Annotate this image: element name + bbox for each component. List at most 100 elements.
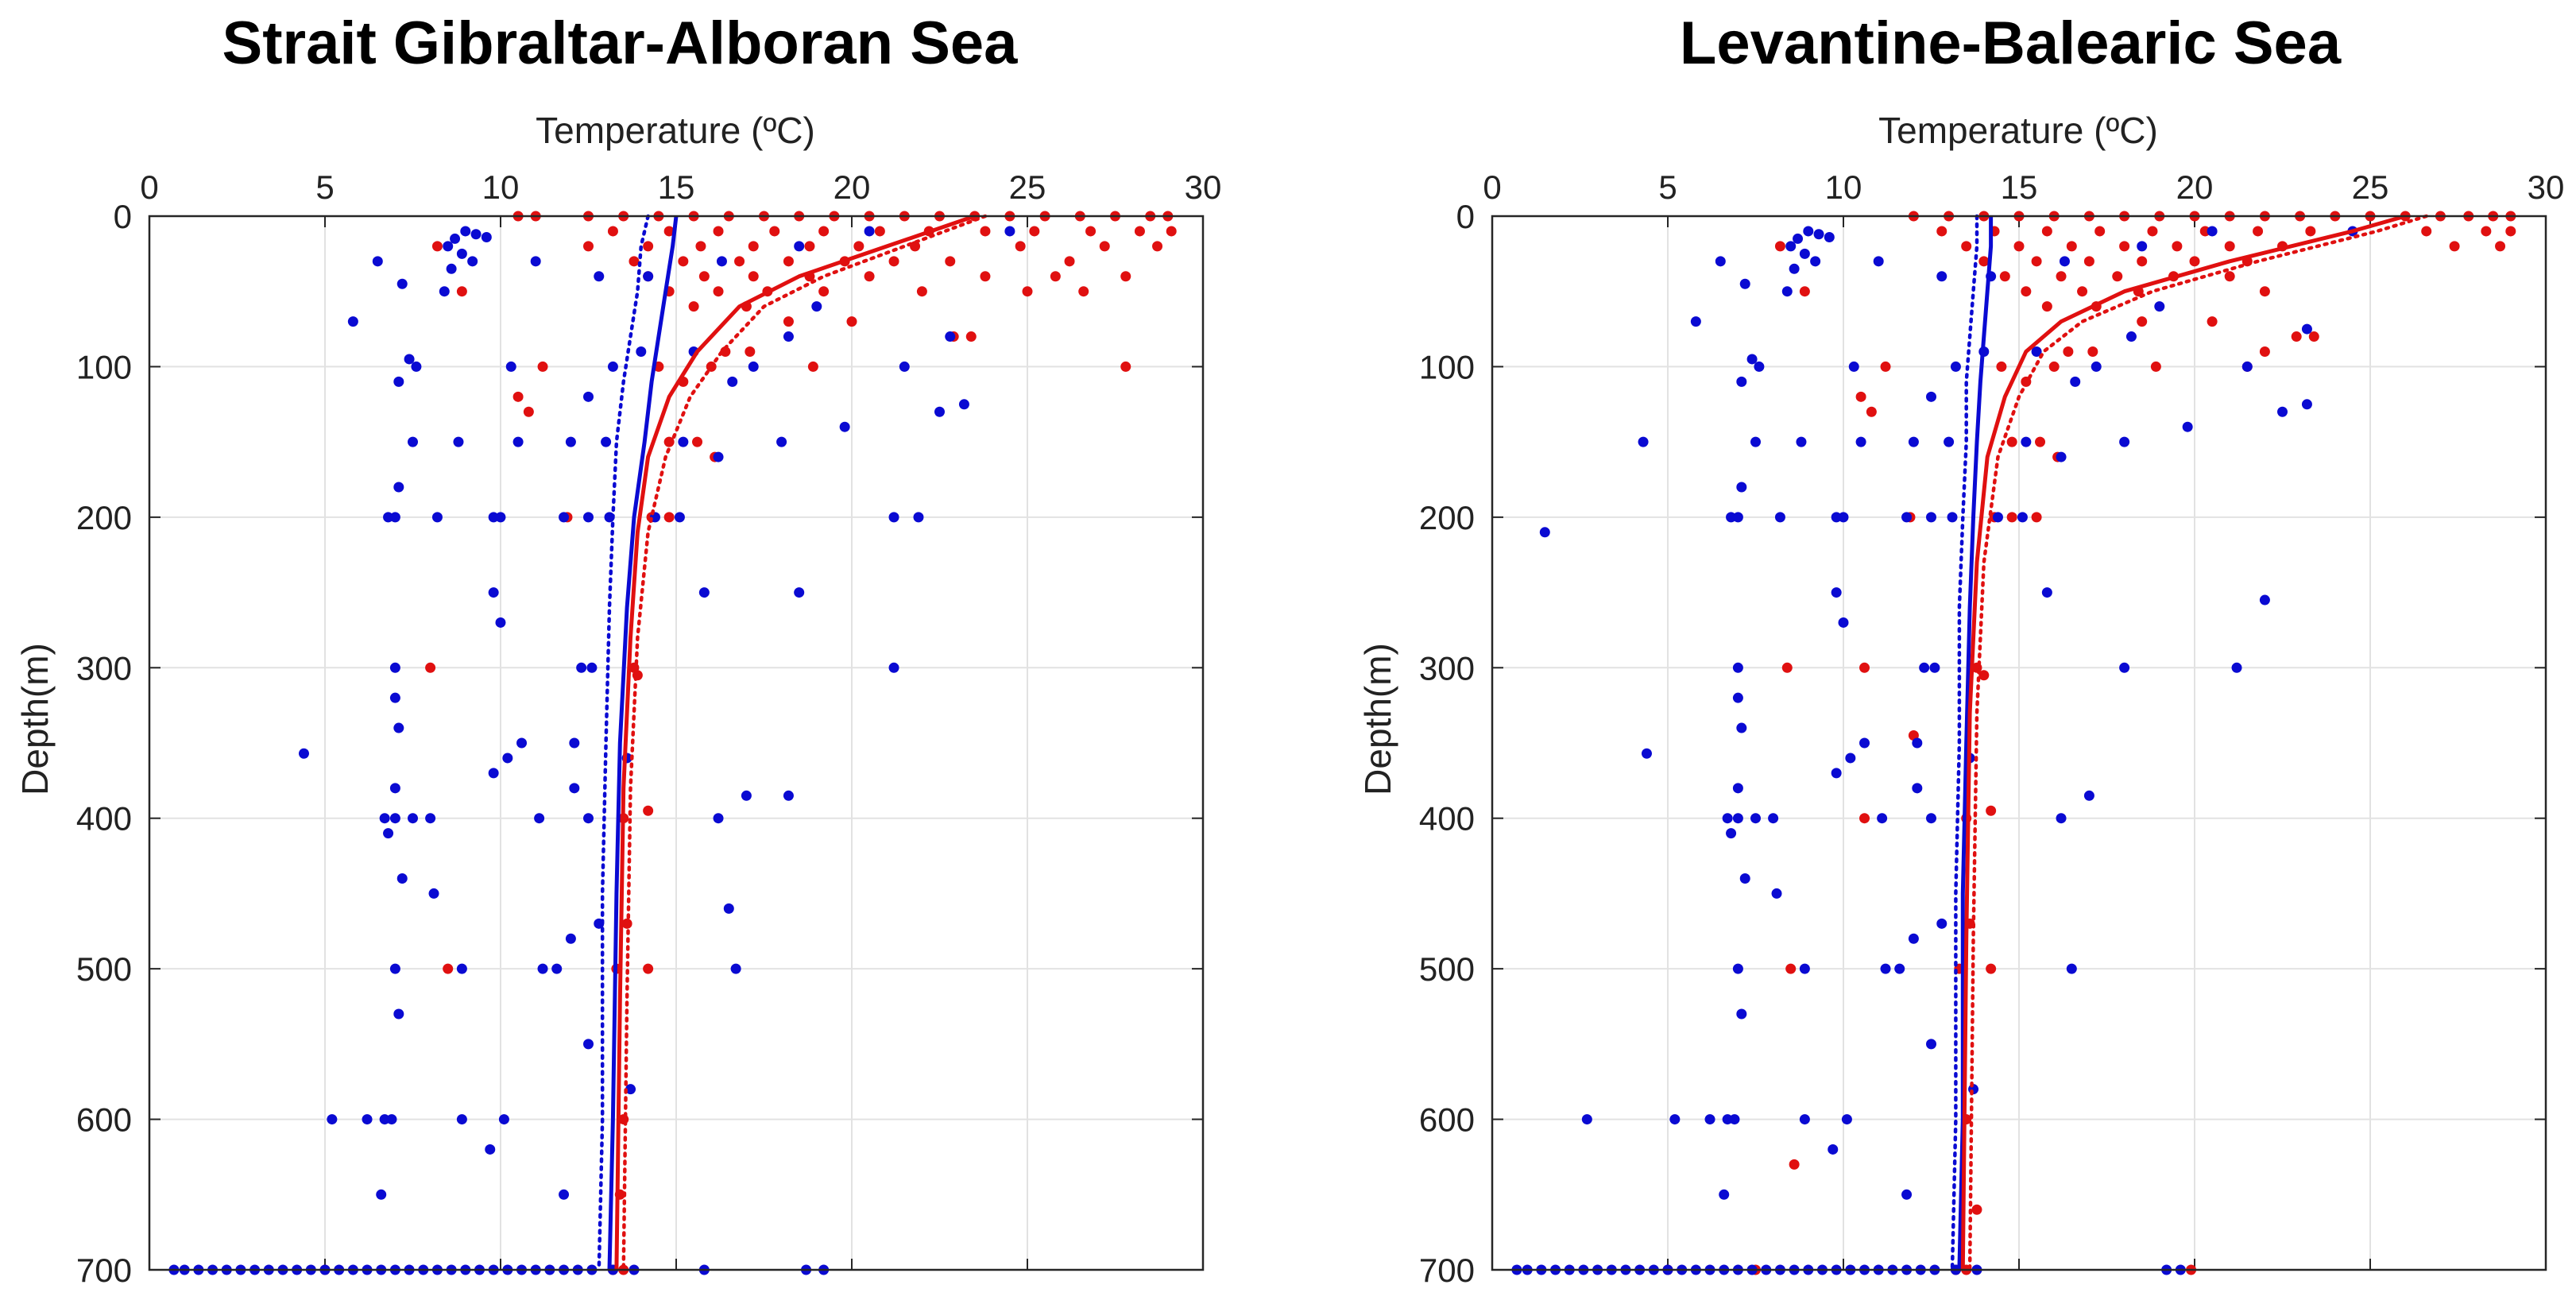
blue-data-point xyxy=(565,933,576,944)
blue-data-point xyxy=(2021,436,2032,447)
blue-data-point xyxy=(389,963,400,974)
blue-mean-line xyxy=(1957,216,1994,1271)
blue-data-point xyxy=(1732,783,1743,794)
red-data-point xyxy=(2481,226,2492,237)
y-tick-label: 600 xyxy=(1419,1101,1475,1139)
red-data-point xyxy=(748,271,759,282)
red-data-point xyxy=(663,226,675,237)
blue-data-point xyxy=(456,248,467,259)
red-data-point xyxy=(443,963,454,974)
blue-data-point xyxy=(1926,1039,1936,1050)
blue-data-point xyxy=(576,662,587,673)
blue-data-point xyxy=(794,241,805,252)
blue-data-point xyxy=(2241,361,2253,372)
red-data-point xyxy=(769,226,780,237)
blue-data-point xyxy=(1768,813,1779,824)
x-tick-label: 15 xyxy=(2001,168,2038,206)
blue-data-point xyxy=(636,346,647,357)
blue-data-point xyxy=(2056,813,2067,824)
red-data-point xyxy=(2189,256,2200,267)
blue-data-point xyxy=(393,482,404,493)
blue-data-point xyxy=(404,354,415,365)
blue-data-point xyxy=(888,662,899,673)
blue-data-point xyxy=(559,512,570,523)
blue-data-point xyxy=(1919,662,1930,673)
blue-data-point xyxy=(1926,813,1936,824)
x-axis-label: Temperature (ºC) xyxy=(536,110,815,151)
red-data-point xyxy=(853,241,864,252)
red-data-point xyxy=(783,256,794,267)
blue-data-point xyxy=(502,753,513,764)
blue-data-point xyxy=(1771,888,1782,899)
red-data-point xyxy=(2056,271,2067,282)
blue-data-point xyxy=(1722,813,1733,824)
blue-data-point xyxy=(713,813,724,824)
red-data-point xyxy=(1859,813,1870,824)
red-data-point xyxy=(2083,256,2094,267)
blue-data-point xyxy=(1739,278,1750,289)
blue-data-point xyxy=(559,1189,570,1200)
blue-data-point xyxy=(1873,256,1884,267)
blue-data-point xyxy=(1799,1114,1810,1125)
blue-data-point xyxy=(516,737,528,749)
blue-data-point xyxy=(443,241,454,252)
red-data-point xyxy=(698,271,710,282)
blue-data-point xyxy=(1828,1143,1839,1155)
blue-data-point xyxy=(1831,587,1842,598)
blue-data-point xyxy=(1539,527,1550,538)
red-data-point xyxy=(720,346,731,357)
blue-data-point xyxy=(1936,918,1947,929)
red-data-point xyxy=(1866,406,1877,417)
blue-data-point xyxy=(1947,512,1958,523)
blue-data-point xyxy=(495,617,506,628)
blue-data-point xyxy=(794,587,805,598)
blue-data-point xyxy=(1781,286,1793,297)
blue-data-point xyxy=(2231,662,2242,673)
blue-data-point xyxy=(569,737,580,749)
blue-data-point xyxy=(2041,587,2052,598)
y-axis-label: Depth(m) xyxy=(1357,643,1398,795)
x-tick-label: 10 xyxy=(482,168,520,206)
red-data-point xyxy=(1085,226,1097,237)
blue-data-point xyxy=(1803,226,1814,237)
blue-data-point xyxy=(481,232,492,243)
red-data-point xyxy=(431,241,443,252)
blue-data-point xyxy=(2137,241,2148,252)
blue-data-point xyxy=(1908,933,1919,944)
red-data-point xyxy=(1961,241,1972,252)
blue-data-point xyxy=(347,316,358,327)
blue-data-point xyxy=(439,286,450,297)
blue-data-point xyxy=(389,813,400,824)
blue-data-point xyxy=(1901,1189,1913,1200)
blue-data-point xyxy=(362,1114,373,1125)
blue-data-point xyxy=(411,361,422,372)
red-data-point xyxy=(745,346,756,357)
blue-data-point xyxy=(1926,391,1936,402)
blue-data-point xyxy=(741,790,752,801)
blue-data-point xyxy=(565,436,576,447)
red-data-point xyxy=(607,226,618,237)
blue-data-point xyxy=(783,790,794,801)
red-data-point xyxy=(807,361,818,372)
blue-lower-line xyxy=(597,214,650,1272)
blue-data-point xyxy=(913,512,924,523)
red-data-point xyxy=(888,256,899,267)
blue-data-point xyxy=(428,888,439,899)
blue-data-point xyxy=(1704,1114,1715,1125)
red-data-point xyxy=(1986,805,1997,816)
blue-data-point xyxy=(2154,301,2165,312)
blue-data-point xyxy=(408,436,418,447)
blue-data-point xyxy=(1732,662,1743,673)
red-data-point xyxy=(874,226,885,237)
blue-data-point xyxy=(1793,233,1804,244)
blue-data-point xyxy=(899,361,910,372)
red-data-point xyxy=(2006,436,2017,447)
red-data-point xyxy=(1986,963,1997,974)
red-data-point xyxy=(1785,963,1797,974)
blue-data-point xyxy=(389,692,400,703)
blue-data-point xyxy=(594,271,605,282)
red-data-point xyxy=(2421,226,2432,237)
blue-data-point xyxy=(488,768,499,779)
x-tick-label: 25 xyxy=(1009,168,1046,206)
